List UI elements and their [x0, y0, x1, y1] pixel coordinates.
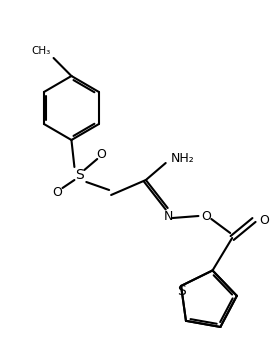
- Text: CH₃: CH₃: [31, 46, 51, 56]
- Text: S: S: [75, 168, 84, 182]
- Text: NH₂: NH₂: [171, 152, 194, 164]
- Text: O: O: [53, 186, 63, 200]
- Text: O: O: [201, 209, 211, 222]
- Text: N: N: [164, 209, 173, 222]
- Text: O: O: [259, 213, 269, 227]
- Text: O: O: [96, 148, 106, 162]
- Text: S: S: [177, 284, 185, 298]
